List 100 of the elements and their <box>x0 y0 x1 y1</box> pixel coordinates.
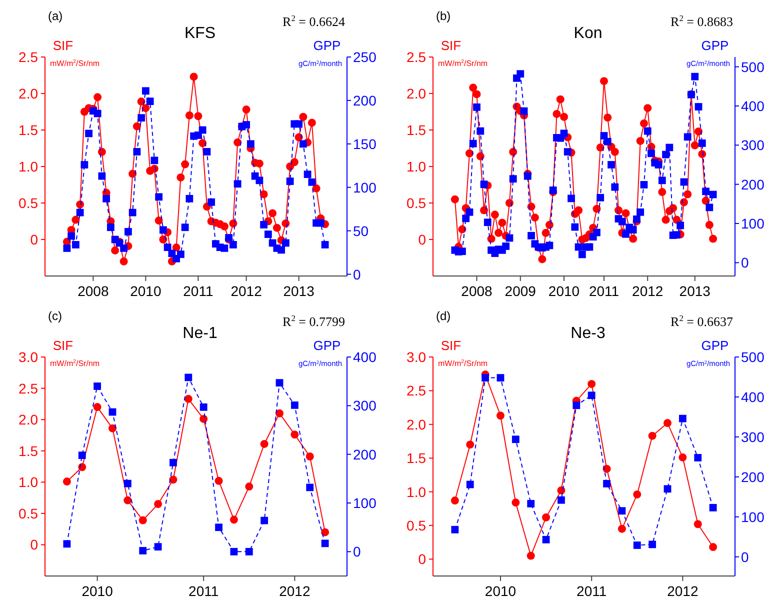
point <box>557 486 566 494</box>
y-tick-label: 1.5 <box>18 442 38 459</box>
y2-tick-label: 300 <box>741 428 765 445</box>
y2-axis-title: GPP <box>701 338 729 353</box>
x-tick-label: 2010 <box>548 283 580 299</box>
point <box>496 374 504 382</box>
y2-tick-label: 100 <box>353 179 377 196</box>
point <box>306 452 314 460</box>
y2-tick-label: 100 <box>353 495 377 511</box>
point <box>618 524 626 533</box>
point <box>558 496 565 504</box>
y-tick-label: 1.5 <box>406 122 426 138</box>
point <box>170 458 177 466</box>
point <box>124 480 132 488</box>
x-tick-label: 2012 <box>279 583 310 599</box>
point <box>709 543 718 552</box>
y2-tick-label: 500 <box>741 349 765 365</box>
point <box>482 374 490 382</box>
point <box>176 173 185 182</box>
y-tick-label: 0.5 <box>18 505 38 522</box>
point <box>304 170 312 178</box>
point <box>63 244 71 252</box>
y-tick-label: 2.0 <box>18 86 38 102</box>
point <box>633 490 642 498</box>
y-tick-label: 2.5 <box>406 49 426 65</box>
point <box>200 403 208 411</box>
point <box>648 432 656 440</box>
point <box>198 126 206 134</box>
y2-tick-label: 400 <box>353 349 377 365</box>
point <box>214 476 223 485</box>
point <box>108 424 116 432</box>
chart-title: Ne-3 <box>570 325 606 342</box>
y2-tick-label: 0 <box>741 254 749 271</box>
y-tick-label: 1.5 <box>18 122 38 138</box>
point <box>190 72 198 81</box>
point <box>312 184 320 192</box>
point <box>308 118 316 127</box>
y2-axis-title: GPP <box>313 338 341 353</box>
point <box>102 194 110 202</box>
point <box>542 536 550 544</box>
point <box>120 257 128 266</box>
y2-axis-title: GPP <box>313 38 341 53</box>
text: (c) <box>48 309 62 323</box>
point <box>316 219 324 227</box>
point <box>542 513 550 522</box>
point <box>120 244 128 252</box>
text: R$^{2}$ = 0.7799 <box>282 313 345 329</box>
point <box>150 156 158 164</box>
point <box>72 241 80 248</box>
y-tick-label: 0 <box>30 536 38 553</box>
point <box>230 516 238 524</box>
x-tick-label: 2011 <box>188 583 219 599</box>
x-tick-label: 2008 <box>78 283 109 299</box>
point <box>245 548 253 556</box>
point <box>68 232 76 240</box>
y2-tick-label: 400 <box>741 388 765 405</box>
point <box>290 430 299 439</box>
y-tick-label: 2.5 <box>18 49 38 65</box>
y-tick-label: 0 <box>30 232 38 248</box>
point <box>678 453 687 462</box>
y2-tick-label: 200 <box>353 92 377 108</box>
point <box>208 198 216 206</box>
point <box>299 112 308 121</box>
point <box>260 221 268 228</box>
point <box>694 520 702 528</box>
point <box>308 178 316 186</box>
y2-tick-label: 200 <box>741 468 765 485</box>
point <box>132 122 141 130</box>
point <box>85 130 93 138</box>
y-axis-title: SIF <box>440 338 462 353</box>
y-tick-label: 1.0 <box>406 158 426 174</box>
y2-tick-label: 500 <box>741 58 765 75</box>
point <box>242 106 250 114</box>
point <box>63 540 71 548</box>
y-tick-label: 0.5 <box>18 195 38 211</box>
chart-title: Kon <box>574 25 602 42</box>
point <box>260 516 268 524</box>
annotation: mW/m$^{2}$/Sr/nm <box>438 59 488 68</box>
point <box>512 498 520 507</box>
point <box>260 190 268 198</box>
chart-title: Ne-1 <box>182 325 218 342</box>
point <box>527 500 535 508</box>
y-tick-label: 2.0 <box>406 416 426 432</box>
point <box>286 178 294 185</box>
y2-axis-title: GPP <box>701 38 729 53</box>
point <box>159 226 167 234</box>
point <box>106 224 114 232</box>
point <box>295 120 303 128</box>
text: R$^{2}$ = 0.8683 <box>670 13 733 29</box>
x-tick-label: 2011 <box>576 583 607 599</box>
point <box>215 524 222 532</box>
x-tick-label: 2011 <box>183 283 214 299</box>
point <box>664 419 672 428</box>
point <box>290 401 298 409</box>
text: (d) <box>436 309 451 323</box>
point <box>176 250 184 258</box>
annotation: mW/m$^{2}$/Sr/nm <box>50 59 100 68</box>
point <box>245 482 254 491</box>
point <box>169 476 178 484</box>
y-tick-label: 2.5 <box>18 380 38 396</box>
